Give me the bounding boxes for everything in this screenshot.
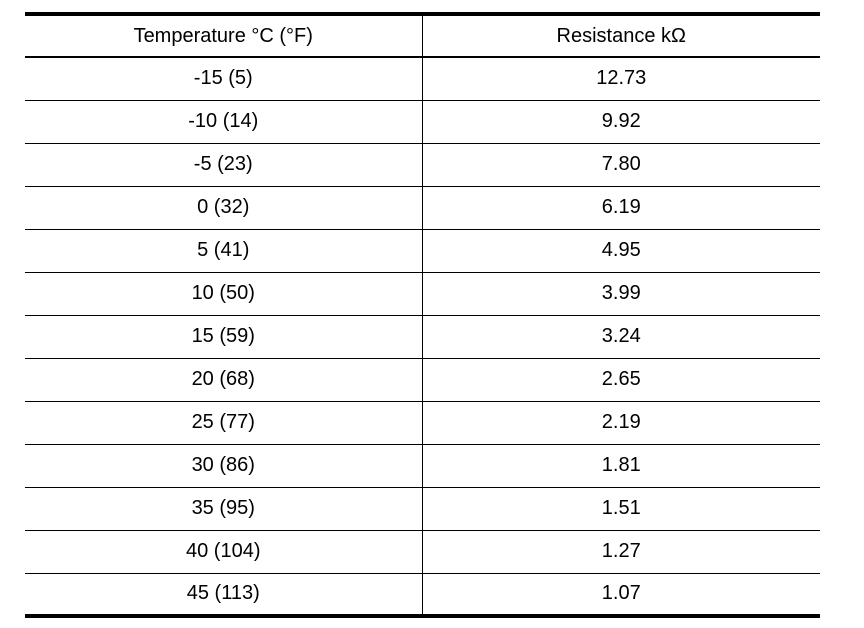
cell-temperature: -15 (5) bbox=[25, 57, 423, 101]
cell-resistance: 1.27 bbox=[422, 530, 820, 574]
cell-resistance: 2.19 bbox=[422, 401, 820, 445]
table-row: 0 (32) 6.19 bbox=[25, 186, 820, 230]
data-table-container: Temperature °C (°F) Resistance kΩ -15 (5… bbox=[25, 12, 820, 618]
cell-temperature: -10 (14) bbox=[25, 100, 423, 144]
cell-resistance: 3.99 bbox=[422, 272, 820, 316]
cell-resistance: 1.07 bbox=[422, 573, 820, 618]
table-row: 15 (59) 3.24 bbox=[25, 315, 820, 359]
table-row: -10 (14) 9.92 bbox=[25, 100, 820, 144]
cell-temperature: 30 (86) bbox=[25, 444, 423, 488]
cell-temperature: -5 (23) bbox=[25, 143, 423, 187]
temperature-resistance-table: Temperature °C (°F) Resistance kΩ -15 (5… bbox=[25, 12, 820, 618]
cell-resistance: 7.80 bbox=[422, 143, 820, 187]
table-row: 30 (86) 1.81 bbox=[25, 444, 820, 488]
header-resistance: Resistance kΩ bbox=[422, 12, 820, 58]
table-row: 35 (95) 1.51 bbox=[25, 487, 820, 531]
header-temperature: Temperature °C (°F) bbox=[25, 12, 423, 58]
cell-temperature: 20 (68) bbox=[25, 358, 423, 402]
cell-temperature: 35 (95) bbox=[25, 487, 423, 531]
table-row: -5 (23) 7.80 bbox=[25, 143, 820, 187]
cell-resistance: 4.95 bbox=[422, 229, 820, 273]
table-row: 25 (77) 2.19 bbox=[25, 401, 820, 445]
cell-resistance: 3.24 bbox=[422, 315, 820, 359]
cell-temperature: 5 (41) bbox=[25, 229, 423, 273]
table-row: 40 (104) 1.27 bbox=[25, 530, 820, 574]
cell-resistance: 12.73 bbox=[422, 57, 820, 101]
table-row: 5 (41) 4.95 bbox=[25, 229, 820, 273]
cell-temperature: 40 (104) bbox=[25, 530, 423, 574]
table-row: 20 (68) 2.65 bbox=[25, 358, 820, 402]
cell-resistance: 9.92 bbox=[422, 100, 820, 144]
cell-temperature: 45 (113) bbox=[25, 573, 423, 618]
cell-temperature: 10 (50) bbox=[25, 272, 423, 316]
cell-resistance: 1.81 bbox=[422, 444, 820, 488]
cell-resistance: 2.65 bbox=[422, 358, 820, 402]
cell-temperature: 25 (77) bbox=[25, 401, 423, 445]
cell-temperature: 0 (32) bbox=[25, 186, 423, 230]
cell-temperature: 15 (59) bbox=[25, 315, 423, 359]
table-row: -15 (5) 12.73 bbox=[25, 57, 820, 101]
table-row: 10 (50) 3.99 bbox=[25, 272, 820, 316]
table-row: 45 (113) 1.07 bbox=[25, 573, 820, 618]
table-header-row: Temperature °C (°F) Resistance kΩ bbox=[25, 12, 820, 58]
cell-resistance: 1.51 bbox=[422, 487, 820, 531]
cell-resistance: 6.19 bbox=[422, 186, 820, 230]
